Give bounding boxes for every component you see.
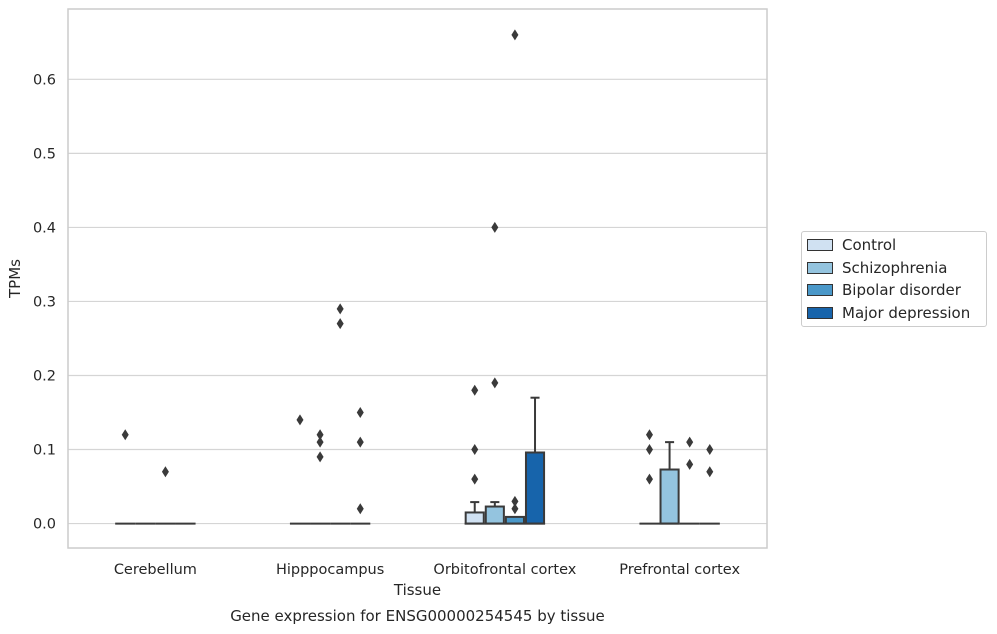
box-plots bbox=[115, 396, 720, 525]
legend-label: Bipolar disorder bbox=[842, 281, 961, 299]
outlier-point bbox=[316, 429, 324, 441]
legend-swatch bbox=[807, 239, 833, 251]
outlier-point bbox=[296, 414, 304, 426]
outlier-point bbox=[511, 495, 519, 507]
y-axis-ticks: 0.0 0.1 0.2 0.3 0.4 0.5 0.6 bbox=[33, 72, 56, 532]
outlier-point bbox=[336, 303, 344, 315]
outlier-point bbox=[471, 384, 479, 396]
x-tick-label: Orbitofrontal cortex bbox=[433, 562, 576, 578]
outlier-point bbox=[121, 429, 129, 441]
outlier-points bbox=[121, 29, 714, 515]
outlier-point bbox=[645, 429, 653, 441]
outlier-point bbox=[511, 29, 519, 41]
y-tick-label: 0.4 bbox=[33, 220, 56, 236]
legend-swatch bbox=[807, 284, 833, 296]
box bbox=[659, 468, 680, 525]
outlier-point bbox=[645, 473, 653, 485]
box bbox=[524, 451, 546, 525]
y-tick-label: 0.5 bbox=[33, 146, 56, 162]
y-tick-label: 0.6 bbox=[33, 72, 56, 88]
legend-item: Schizophrenia bbox=[807, 257, 947, 279]
legend-label: Schizophrenia bbox=[842, 258, 948, 277]
legend-label: Major depression bbox=[842, 303, 971, 322]
outlier-point bbox=[316, 451, 324, 463]
plot-frame bbox=[67, 8, 768, 549]
grid-lines bbox=[68, 78, 767, 525]
outlier-point bbox=[161, 466, 169, 478]
outlier-point bbox=[356, 436, 364, 448]
box bbox=[464, 511, 485, 525]
outlier-point bbox=[686, 436, 694, 448]
y-tick-label: 0.3 bbox=[33, 294, 56, 310]
outlier-point bbox=[645, 444, 653, 456]
outlier-point bbox=[471, 473, 479, 485]
legend-swatch bbox=[807, 261, 833, 274]
outlier-point bbox=[336, 318, 344, 330]
outlier-point bbox=[686, 458, 694, 470]
outlier-point bbox=[356, 407, 364, 419]
outlier-point bbox=[356, 503, 364, 515]
y-axis-label: TPMs bbox=[6, 259, 24, 299]
x-axis-ticks: Cerebellum Hipppocampus Orbitofrontal cort… bbox=[114, 562, 741, 578]
chart-caption: Gene expression for ENSG00000254545 by t… bbox=[230, 607, 605, 625]
outlier-point bbox=[706, 444, 714, 456]
legend-swatch bbox=[807, 306, 833, 319]
outlier-point bbox=[471, 444, 479, 456]
outlier-point bbox=[491, 377, 499, 389]
legend-item: Major depression bbox=[807, 302, 970, 324]
legend-item: Control bbox=[807, 234, 896, 256]
outlier-point bbox=[511, 503, 519, 515]
legend: Control Schizophrenia Bipolar disorder Majo… bbox=[801, 231, 987, 327]
outlier-point bbox=[491, 221, 499, 233]
legend-item: Bipolar disorder bbox=[807, 279, 961, 301]
x-tick-label: Cerebellum bbox=[114, 562, 197, 578]
outlier-point bbox=[706, 466, 714, 478]
x-axis-label: Tissue bbox=[393, 581, 441, 599]
y-tick-label: 0.1 bbox=[33, 443, 56, 459]
y-tick-label: 0.0 bbox=[33, 517, 56, 533]
x-tick-label: Prefrontal cortex bbox=[619, 562, 740, 578]
x-tick-label: Hipppocampus bbox=[276, 562, 384, 578]
legend-label: Control bbox=[842, 236, 897, 254]
outlier-point bbox=[316, 436, 324, 448]
y-tick-label: 0.2 bbox=[33, 368, 56, 384]
box bbox=[484, 505, 505, 525]
